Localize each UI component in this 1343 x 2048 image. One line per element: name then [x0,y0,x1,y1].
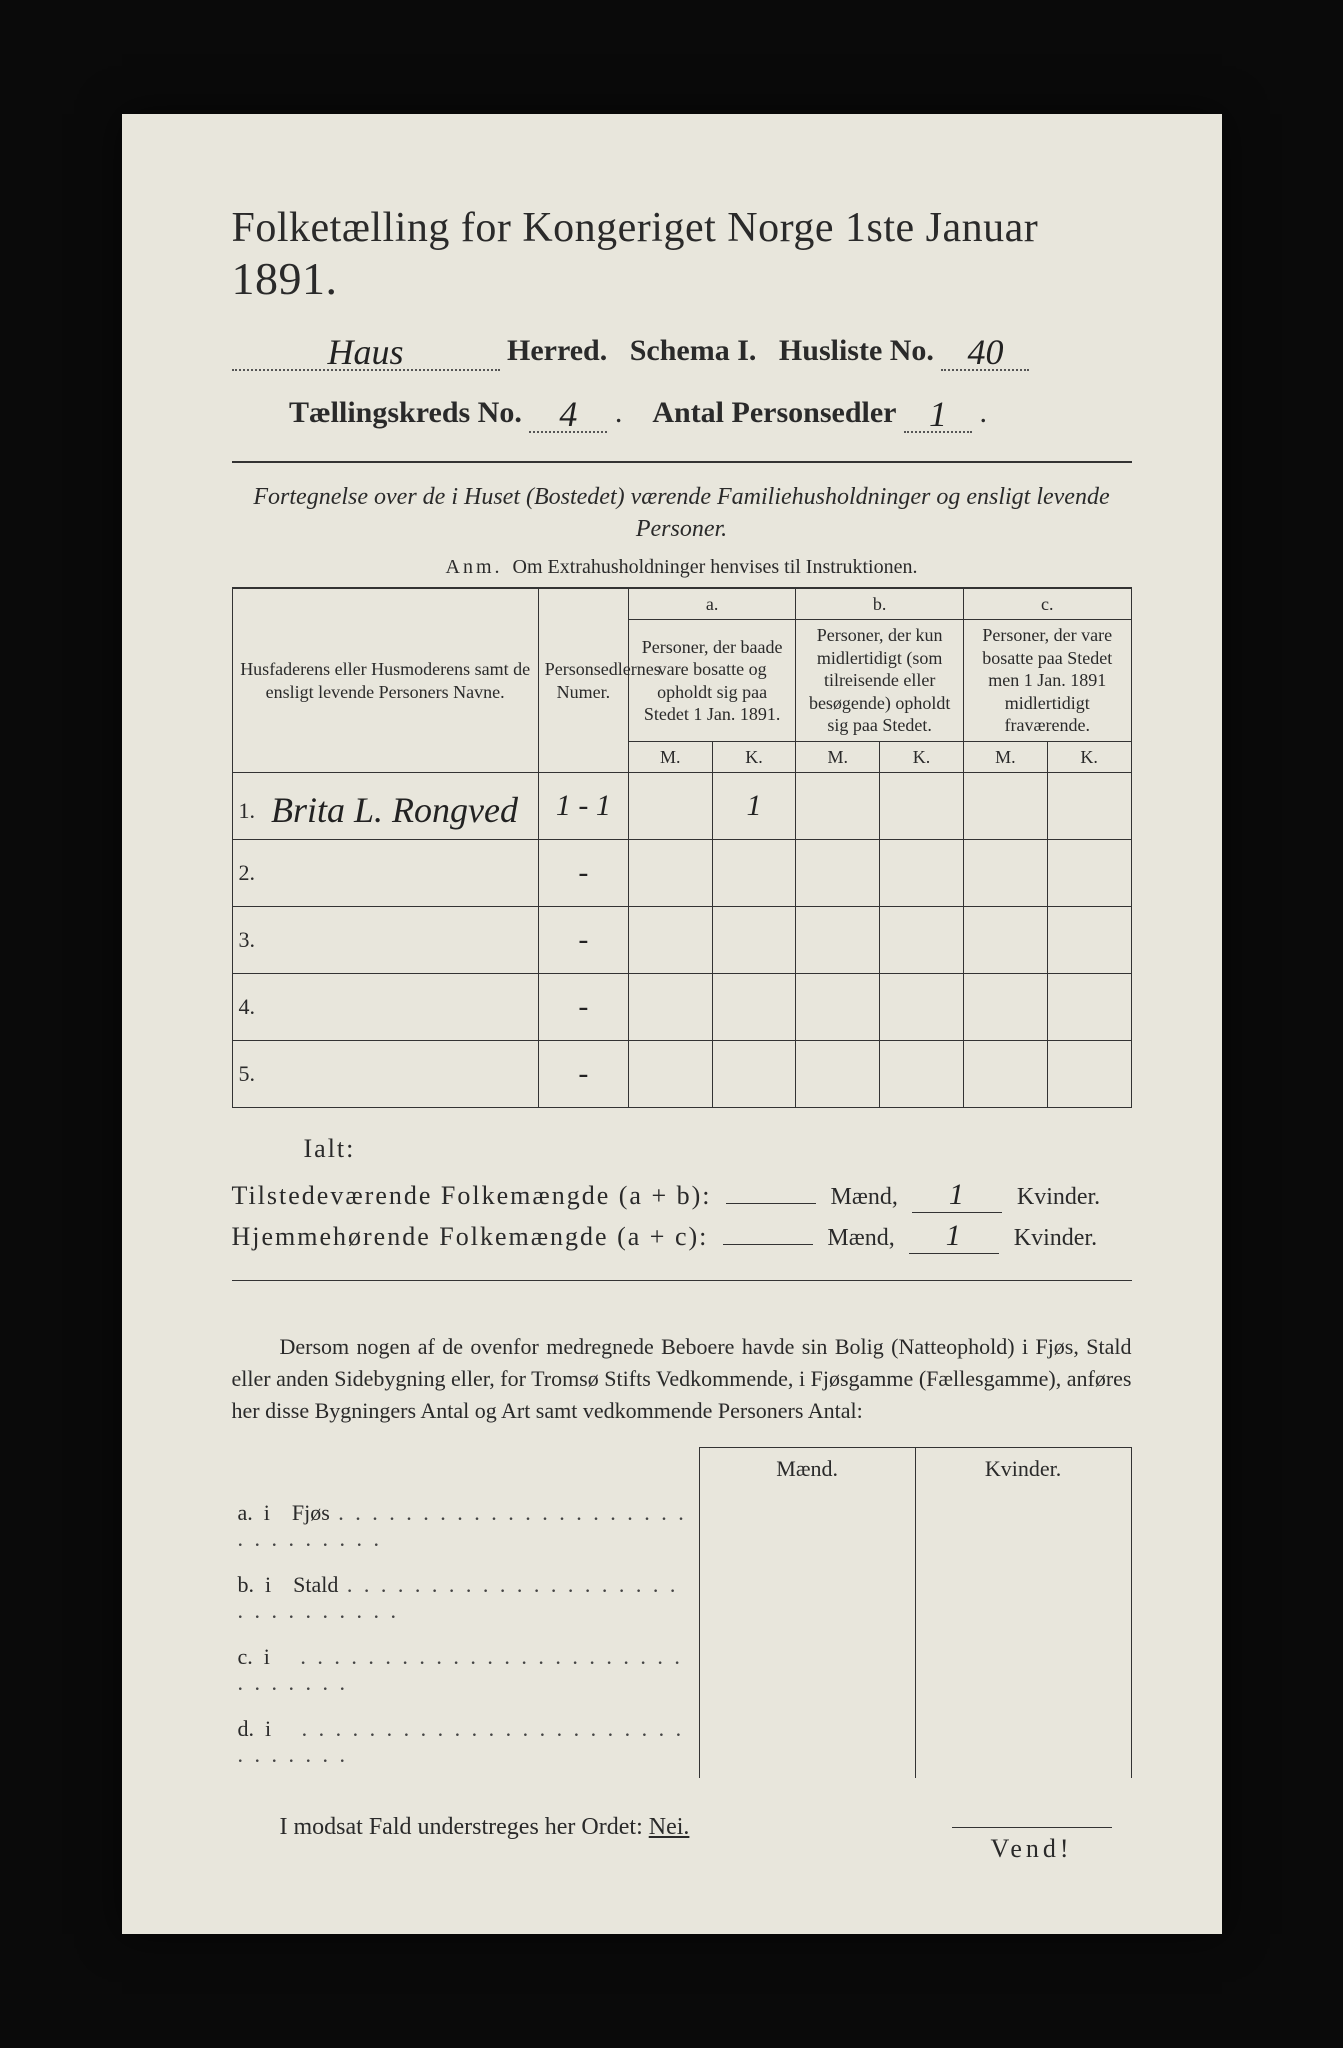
maend-label-2: Mænd, [827,1225,894,1251]
tilstede-label: Tilstedeværende Folkemængde (a + b): [232,1181,712,1210]
th-num: Personsedlernes Numer. [538,588,628,773]
census-table: Husfaderens eller Husmoderens samt de en… [232,588,1132,1109]
nei-word: Nei. [649,1814,690,1840]
th-a-letter: a. [628,588,796,620]
sum-tilstede: Tilstedeværende Folkemængde (a + b): Mæn… [232,1178,1132,1213]
paragraph: Dersom nogen af de ovenfor medregnede Be… [232,1331,1132,1427]
tilstede-k: 1 [949,1178,966,1211]
side-head-m: Mænd. [699,1447,915,1490]
anm-text: Om Extrahusholdninger henvises til Instr… [513,556,918,578]
table-row: 4. - [232,974,1131,1041]
hjemme-label: Hjemmehørende Folkemængde (a + c): [232,1222,709,1251]
form-title: Folketælling for Kongeriget Norge 1ste J… [232,204,1132,305]
title-text: Folketælling for Kongeriget Norge 1ste J… [232,205,1039,251]
table-row: 2. - [232,840,1131,907]
husliste-value: 40 [967,331,1003,373]
anm-prefix: Anm. [446,556,503,578]
th-c-k: K. [1047,741,1131,773]
vend-label: Vend! [952,1827,1112,1864]
side-table-row: b. i Stald . . . . . . . . . . . . . . .… [232,1562,1132,1634]
header-line-2: Haus Herred. Schema I. Husliste No. 40 [232,327,1132,371]
schema-label: Schema I. [630,334,757,367]
kreds-value: 4 [559,393,577,435]
sum-hjemme: Hjemmehørende Folkemængde (a + c): Mænd,… [232,1219,1132,1254]
personsedler-value: 1 [929,393,947,435]
table-row: 1. Brita L. Rongved1 - 11 [232,773,1131,840]
th-c-letter: c. [963,588,1131,620]
th-b-text: Personer, der kun midlertidigt (som tilr… [796,620,964,742]
herred-value: Haus [327,331,403,373]
th-c-m: M. [963,741,1047,773]
page-wrap: Folketælling for Kongeriget Norge 1ste J… [0,0,1343,2048]
maend-label-1: Mænd, [831,1184,898,1210]
census-form: Folketælling for Kongeriget Norge 1ste J… [122,114,1222,1934]
divider-2 [232,1280,1132,1281]
kreds-label: Tællingskreds No. [289,396,522,429]
th-c-text: Personer, der vare bosatte paa Stedet me… [963,620,1131,742]
side-head-k: Kvinder. [915,1447,1131,1490]
ialt-label: Ialt: [304,1134,1132,1164]
anm-line: Anm. Om Extrahusholdninger henvises til … [232,556,1132,579]
kvinder-label-1: Kvinder. [1017,1184,1100,1210]
th-a-m: M. [628,741,712,773]
th-a-text: Personer, der baade vare bosatte og opho… [628,620,796,742]
side-table: Mænd. Kvinder. a. i Fjøs . . . . . . . .… [232,1447,1132,1778]
th-b-letter: b. [796,588,964,620]
nei-prefix: I modsat Fald understreges her Ordet: [280,1814,643,1840]
th-name: Husfaderens eller Husmoderens samt de en… [232,588,538,773]
th-b-m: M. [796,741,880,773]
th-name-text: Husfaderens eller Husmoderens samt de en… [240,659,530,702]
side-table-row: a. i Fjøs . . . . . . . . . . . . . . . … [232,1490,1132,1562]
side-table-row: d. i . . . . . . . . . . . . . . . . . .… [232,1706,1132,1778]
title-year: 1891. [232,253,338,304]
table-row: 5. - [232,1041,1131,1108]
subheading: Fortegnelse over de i Huset (Bostedet) v… [232,481,1132,546]
herred-label: Herred. [507,334,607,367]
personsedler-label: Antal Personsedler [652,396,896,429]
kvinder-label-2: Kvinder. [1014,1225,1097,1251]
table-row: 3. - [232,907,1131,974]
th-b-k: K. [880,741,964,773]
hjemme-k: 1 [946,1219,963,1252]
divider [232,461,1132,463]
th-a-k: K. [712,741,796,773]
header-line-3: Tællingskreds No. 4 . Antal Personsedler… [232,389,1132,433]
husliste-label: Husliste No. [779,334,934,367]
side-table-row: c. i . . . . . . . . . . . . . . . . . .… [232,1634,1132,1706]
